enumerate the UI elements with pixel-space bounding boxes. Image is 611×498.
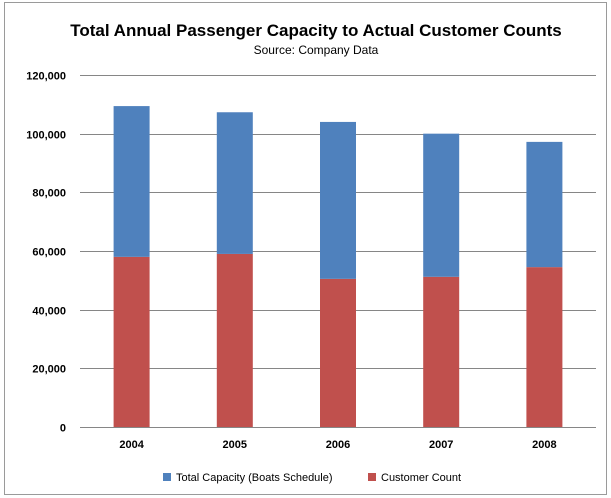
bar-2005-series-0 bbox=[216, 253, 253, 427]
y-tick-label: 0 bbox=[60, 423, 66, 435]
bar-2008-series-0 bbox=[526, 267, 563, 427]
legend-swatch-0 bbox=[368, 473, 376, 481]
bar-2007-series-1 bbox=[423, 133, 460, 277]
legend-swatch-1 bbox=[163, 473, 171, 481]
chart-subtitle: Source: Company Data bbox=[254, 43, 379, 57]
x-tick-label: 2007 bbox=[429, 439, 453, 451]
y-tick-label: 120,000 bbox=[26, 71, 66, 83]
bars bbox=[113, 106, 563, 427]
x-tick-label: 2006 bbox=[326, 439, 350, 451]
x-tick-label: 2005 bbox=[223, 439, 247, 451]
chart-frame bbox=[4, 2, 607, 495]
bar-2006-series-0 bbox=[320, 278, 356, 427]
bar-2006-series-1 bbox=[320, 121, 356, 279]
x-tick-label: 2008 bbox=[532, 439, 556, 451]
bar-2005-series-1 bbox=[216, 112, 253, 254]
x-tick-label: 2004 bbox=[119, 439, 144, 451]
x-axis-ticks: 2004 2005 2006 2007 2008 bbox=[119, 439, 556, 451]
y-tick-label: 40,000 bbox=[32, 306, 66, 318]
y-tick-label: 100,000 bbox=[26, 130, 66, 142]
y-axis-ticks: 0 20,000 40,000 60,000 80,000 100,000 120,000 bbox=[26, 71, 66, 435]
legend-label-1: Total Capacity (Boats Schedule) bbox=[176, 472, 333, 484]
bar-2008-series-1 bbox=[526, 141, 563, 268]
chart-title: Total Annual Passenger Capacity to Actua… bbox=[70, 21, 562, 40]
bar-2007-series-0 bbox=[423, 276, 460, 427]
y-tick-label: 60,000 bbox=[32, 247, 66, 259]
legend: Total Capacity (Boats Schedule) Customer … bbox=[163, 472, 461, 484]
legend-label-0: Customer Count bbox=[381, 472, 461, 484]
y-tick-label: 80,000 bbox=[32, 188, 66, 200]
bar-2004-series-0 bbox=[113, 256, 150, 427]
bar-2004-series-1 bbox=[113, 106, 150, 257]
y-tick-label: 20,000 bbox=[32, 364, 66, 376]
